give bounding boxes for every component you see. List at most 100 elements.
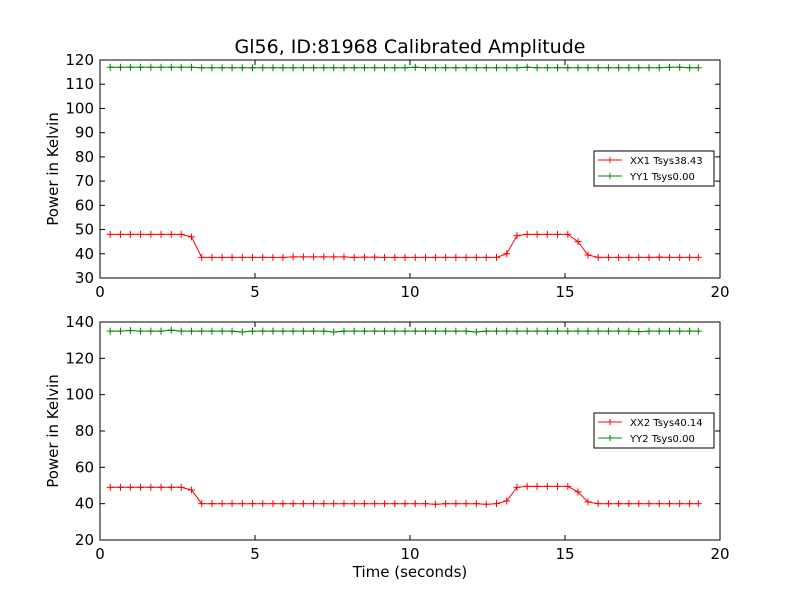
top-series-yy-point bbox=[503, 64, 511, 72]
bottom-series-yy-point bbox=[147, 327, 155, 335]
bottom-series-xx-point bbox=[340, 500, 348, 508]
top-series-yy-point bbox=[604, 64, 612, 72]
bottom-x-tick-label: 15 bbox=[555, 545, 574, 563]
top-series-yy-point bbox=[330, 64, 338, 72]
top-series-yy-point bbox=[694, 64, 702, 72]
top-series-xx-point bbox=[401, 253, 409, 261]
bottom-series bbox=[106, 326, 702, 508]
top-x-ticks: 0 5 10 15 20 bbox=[95, 60, 730, 301]
top-series-yy-point bbox=[431, 64, 439, 72]
top-series-xx-point bbox=[604, 253, 612, 261]
bottom-series-yy-point bbox=[320, 327, 328, 335]
top-series-yy-point bbox=[615, 64, 623, 72]
bottom-series-yy-point bbox=[472, 328, 480, 336]
bottom-series-yy-point bbox=[523, 327, 531, 335]
top-series-yy-point bbox=[381, 64, 389, 72]
top-series-xx-point bbox=[482, 253, 490, 261]
top-series-xx-point bbox=[655, 253, 663, 261]
top-legend-label-yy: YY1 Tsys0.00 bbox=[629, 172, 695, 183]
bottom-series-xx-point bbox=[513, 483, 521, 491]
bottom-series-yy-point bbox=[503, 327, 511, 335]
top-y-axis-label: Power in Kelvin bbox=[44, 112, 62, 226]
bottom-series-yy-point bbox=[381, 327, 389, 335]
bottom-series-xx-point bbox=[350, 500, 358, 508]
bottom-series-yy-point bbox=[116, 327, 124, 335]
top-series-xx-point bbox=[533, 230, 541, 238]
bottom-series-yy-point bbox=[177, 327, 185, 335]
top-series-yy-point bbox=[492, 64, 500, 72]
top-series-yy-point bbox=[259, 64, 267, 72]
top-series-xx-point bbox=[665, 253, 673, 261]
bottom-series-xx-point bbox=[584, 498, 592, 506]
top-series-yy-point bbox=[462, 64, 470, 72]
bottom-series-yy-point bbox=[645, 327, 653, 335]
top-series-xx-point bbox=[279, 253, 287, 261]
top-series-xx-point bbox=[543, 230, 551, 238]
bottom-series-yy-point bbox=[554, 327, 562, 335]
bottom-series-xx-point bbox=[594, 500, 602, 508]
bottom-series-xx-point bbox=[106, 483, 114, 491]
bottom-series-yy-point bbox=[543, 327, 551, 335]
bottom-series-xx-point bbox=[543, 482, 551, 490]
bottom-series-xx-point bbox=[523, 482, 531, 490]
top-x-tick-label: 10 bbox=[400, 283, 419, 301]
top-series-xx-point bbox=[137, 230, 145, 238]
top-series-xx-point bbox=[289, 253, 297, 261]
bottom-series-yy-point bbox=[279, 327, 287, 335]
bottom-y-tick-label: 100 bbox=[65, 386, 94, 404]
bottom-series-xx-point bbox=[655, 500, 663, 508]
top-series-yy-point bbox=[371, 64, 379, 72]
bottom-series-yy-point bbox=[604, 327, 612, 335]
top-series-yy-point bbox=[269, 64, 277, 72]
top-series-yy-point bbox=[350, 64, 358, 72]
top-series-yy-point bbox=[645, 64, 653, 72]
bottom-series-xx-point bbox=[320, 500, 328, 508]
bottom-series-yy-point bbox=[330, 328, 338, 336]
top-series-xx-point bbox=[645, 253, 653, 261]
top-series-yy-point bbox=[116, 63, 124, 71]
top-panel: 0 5 10 15 20 30 40 50 60 70 80 90 100 110 120 Power i… bbox=[44, 51, 730, 301]
top-y-tick-label: 120 bbox=[65, 51, 94, 69]
top-y-ticks: 30 40 50 60 70 80 90 100 110 120 bbox=[65, 51, 720, 287]
top-series-yy-point bbox=[513, 64, 521, 72]
top-series-yy-point bbox=[320, 64, 328, 72]
bottom-series-yy-point bbox=[694, 327, 702, 335]
bottom-series-yy-point bbox=[249, 327, 257, 335]
top-series-yy-point bbox=[218, 64, 226, 72]
top-series-yy-point bbox=[208, 64, 216, 72]
top-series-xx-point bbox=[360, 253, 368, 261]
bottom-series-xx-point bbox=[330, 500, 338, 508]
bottom-x-tick-label: 5 bbox=[250, 545, 260, 563]
top-series-xx-point bbox=[442, 253, 450, 261]
bottom-series-yy-point bbox=[360, 327, 368, 335]
bottom-series-yy-point bbox=[462, 327, 470, 335]
bottom-series-yy-point bbox=[167, 326, 175, 334]
bottom-series-xx-point bbox=[615, 500, 623, 508]
top-series-yy-point bbox=[249, 64, 257, 72]
bottom-series-xx-point bbox=[259, 500, 267, 508]
top-legend-label-xx: XX1 Tsys38.43 bbox=[630, 156, 703, 167]
bottom-series-xx-point bbox=[147, 483, 155, 491]
top-series-yy-point bbox=[442, 64, 450, 72]
top-series-yy-point bbox=[523, 63, 531, 71]
top-x-tick-label: 15 bbox=[555, 283, 574, 301]
bottom-series-xx-point bbox=[665, 500, 673, 508]
top-series-yy-point bbox=[126, 63, 134, 71]
top-series-yy-point bbox=[635, 64, 643, 72]
bottom-series-yy-point bbox=[533, 327, 541, 335]
bottom-y-tick-label: 80 bbox=[75, 422, 94, 440]
top-y-tick-label: 50 bbox=[75, 221, 94, 239]
top-series-xx-point bbox=[431, 253, 439, 261]
top-series-xx-point bbox=[269, 253, 277, 261]
top-series-yy-point bbox=[411, 63, 419, 71]
bottom-series-yy-point bbox=[411, 327, 419, 335]
top-series-xx-point bbox=[310, 253, 318, 261]
bottom-series-xx-point bbox=[574, 488, 582, 496]
top-series-xx-point bbox=[492, 253, 500, 261]
bottom-series-xx-point bbox=[676, 500, 684, 508]
bottom-y-axis-label: Power in Kelvin bbox=[44, 374, 62, 488]
top-series-xx-point bbox=[411, 253, 419, 261]
top-series-yy-point bbox=[228, 64, 236, 72]
top-series-xx-point bbox=[249, 253, 257, 261]
